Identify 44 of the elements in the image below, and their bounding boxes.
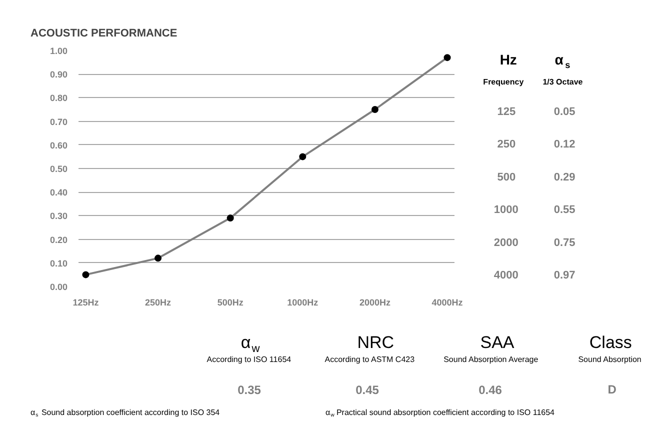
text: 500 <box>497 171 516 184</box>
text: Sound Absorption Average <box>444 355 539 364</box>
y-tick-label: 0.90 <box>50 70 68 80</box>
text: 0.12 <box>554 138 576 151</box>
y-tick-label: 1.00 <box>50 46 68 56</box>
y-tick-label: 0.30 <box>50 211 68 222</box>
text: NRC <box>357 333 394 352</box>
text: SAA <box>480 333 515 352</box>
y-tick-label: 0.50 <box>50 164 68 174</box>
x-tick-label: 250Hz <box>145 298 172 308</box>
text: Sound Absorption <box>578 355 642 364</box>
x-tick-label: 1000Hz <box>287 298 319 308</box>
text: 0.46 <box>478 383 502 397</box>
text: 0.35 <box>238 383 262 397</box>
y-tick-label: 0.60 <box>50 140 68 150</box>
text: 0.97 <box>554 270 576 282</box>
y-tick-label: 0.00 <box>50 282 68 292</box>
text: 0.75 <box>554 236 576 249</box>
y-tick-label: 0.80 <box>50 93 68 104</box>
text: 125 <box>497 106 516 118</box>
text: 0.29 <box>554 171 576 184</box>
y-tick-label: 0.10 <box>50 258 68 268</box>
text: 0.05 <box>554 106 576 118</box>
y-tick-label: 0.70 <box>50 116 68 127</box>
y-tick-label: 0.40 <box>50 188 68 198</box>
text: 0.55 <box>554 204 576 216</box>
text: Class <box>589 333 632 352</box>
text: 1000 <box>494 204 518 216</box>
x-tick-label: 4000Hz <box>432 298 464 308</box>
text: Hz <box>500 51 517 68</box>
text: 2000 <box>494 236 518 249</box>
text: 4000 <box>494 270 518 282</box>
chart-title: ACOUSTIC PERFORMANCE <box>30 28 178 40</box>
text: D <box>608 382 617 396</box>
text: 250 <box>497 138 516 151</box>
text: Frequency <box>483 78 524 87</box>
text: 0.45 <box>356 383 380 397</box>
x-tick-label: 500Hz <box>217 298 244 308</box>
x-tick-label: 2000Hz <box>359 298 391 308</box>
text: 1/3 Octave <box>542 78 584 87</box>
text: According to ASTM C423 <box>324 355 416 364</box>
y-tick-label: 0.20 <box>50 234 68 245</box>
text: According to ISO 11654 <box>206 355 292 364</box>
x-tick-label: 125Hz <box>72 298 100 308</box>
